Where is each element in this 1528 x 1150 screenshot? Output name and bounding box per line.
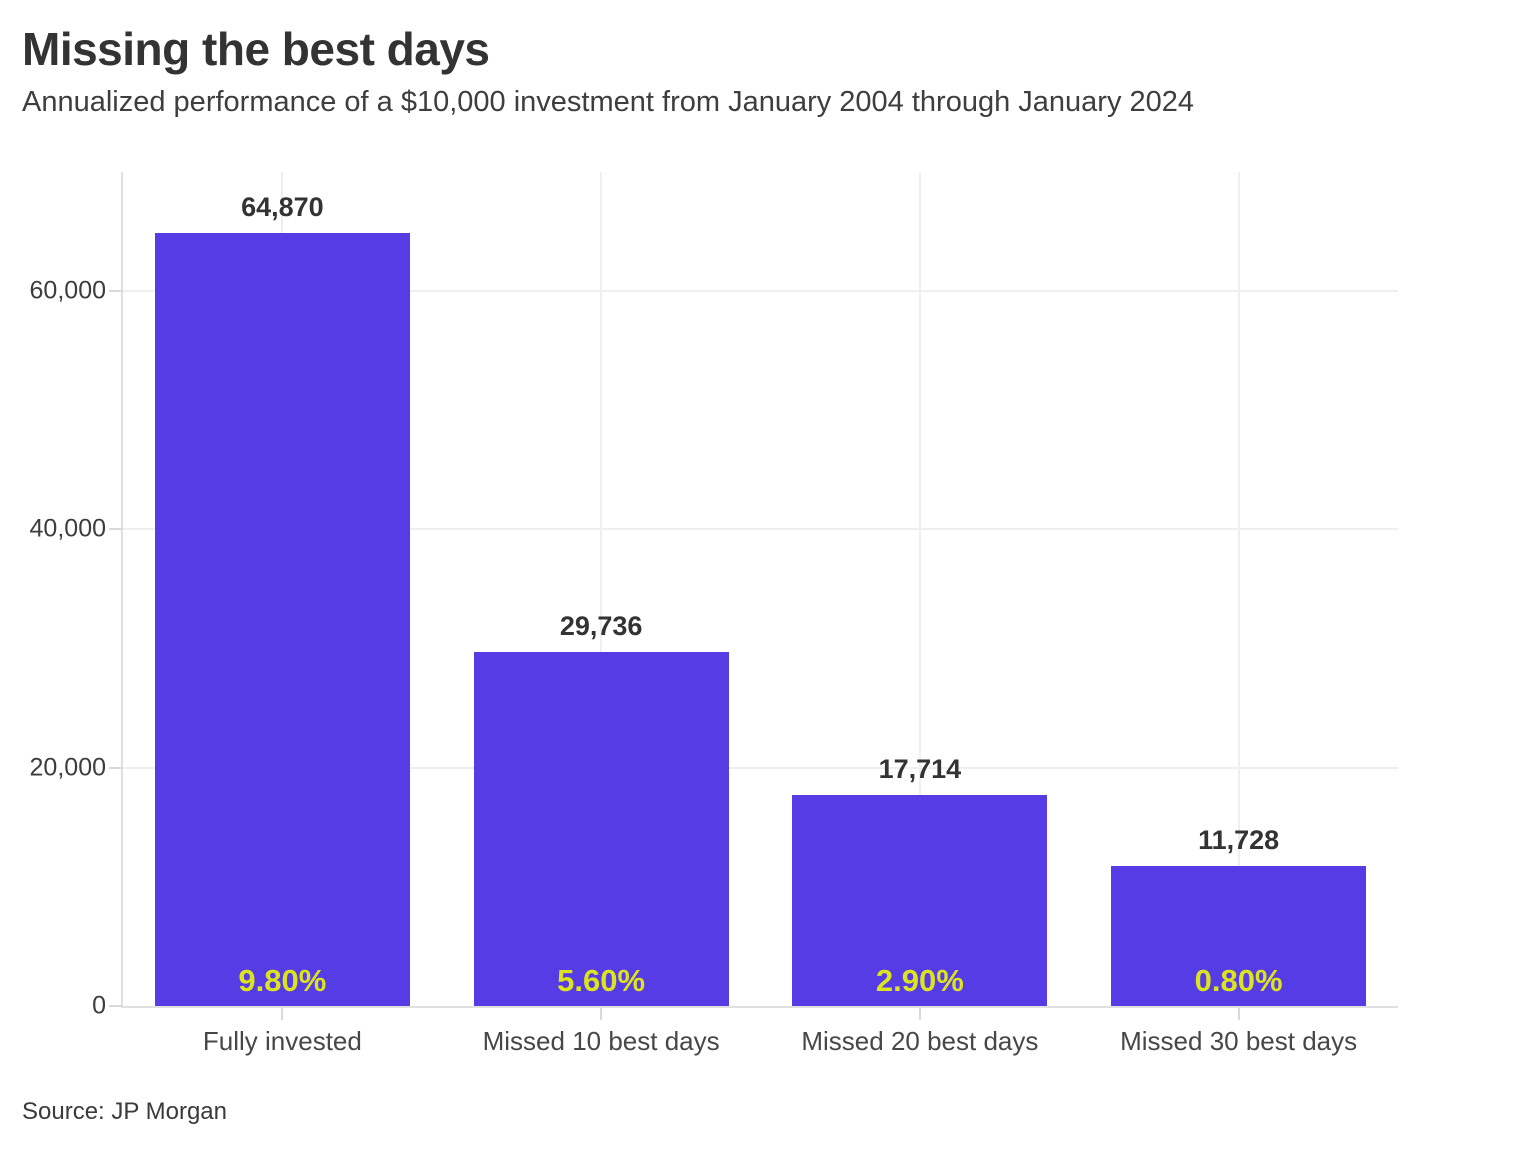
bar-percent-label: 2.90% — [875, 963, 964, 998]
bar — [792, 794, 1048, 1006]
gridline-x — [1237, 172, 1240, 1006]
gridline-x — [600, 172, 603, 1006]
x-axis-label: Fully invested — [202, 1026, 362, 1056]
x-axis-tick — [1237, 1008, 1240, 1020]
source-note: Source: JP Morgan — [22, 1098, 227, 1125]
y-axis-tick-label: 60,000 — [29, 276, 106, 305]
bar-percent-label: 9.80% — [238, 963, 327, 998]
gridline-y — [123, 766, 1398, 769]
bar-value-label: 11,728 — [1198, 825, 1280, 856]
y-axis-tick-label: 0 — [92, 991, 106, 1020]
gridline-x — [918, 172, 921, 1006]
x-axis-label: Missed 10 best days — [482, 1026, 720, 1056]
y-axis-tick — [109, 528, 123, 531]
gridline-y — [123, 290, 1398, 293]
bar-percent-label: 5.60% — [557, 963, 646, 998]
gridline-y — [123, 528, 1398, 531]
bar-percent-label: 0.80% — [1194, 963, 1283, 998]
bar — [1111, 866, 1367, 1006]
x-axis-tick — [918, 1008, 921, 1020]
y-axis-tick — [109, 766, 123, 769]
y-axis-tick — [109, 290, 123, 293]
y-axis-tick — [109, 1005, 123, 1007]
chart-title: Missing the best days — [22, 23, 490, 75]
y-axis-tick-label: 40,000 — [29, 514, 106, 543]
bar-value-label: 64,870 — [241, 192, 324, 223]
x-axis-tick — [600, 1008, 603, 1020]
bar-value-label: 29,736 — [559, 610, 643, 641]
bar — [473, 651, 729, 1006]
bar — [154, 233, 410, 1006]
bar-value-label: 17,714 — [878, 753, 962, 784]
x-axis-label: Missed 20 best days — [801, 1026, 1039, 1056]
plot-area: 0 20,000 40,000 60,000 64,870 9.80% Fully inve… — [30, 172, 1398, 1054]
x-axis-label: Missed 30 best days — [1120, 1026, 1358, 1056]
y-axis-tick-label: 20,000 — [29, 753, 106, 782]
x-axis-tick — [281, 1008, 284, 1020]
chart-subtitle: Annualized performance of a $10,000 inve… — [22, 86, 1195, 118]
